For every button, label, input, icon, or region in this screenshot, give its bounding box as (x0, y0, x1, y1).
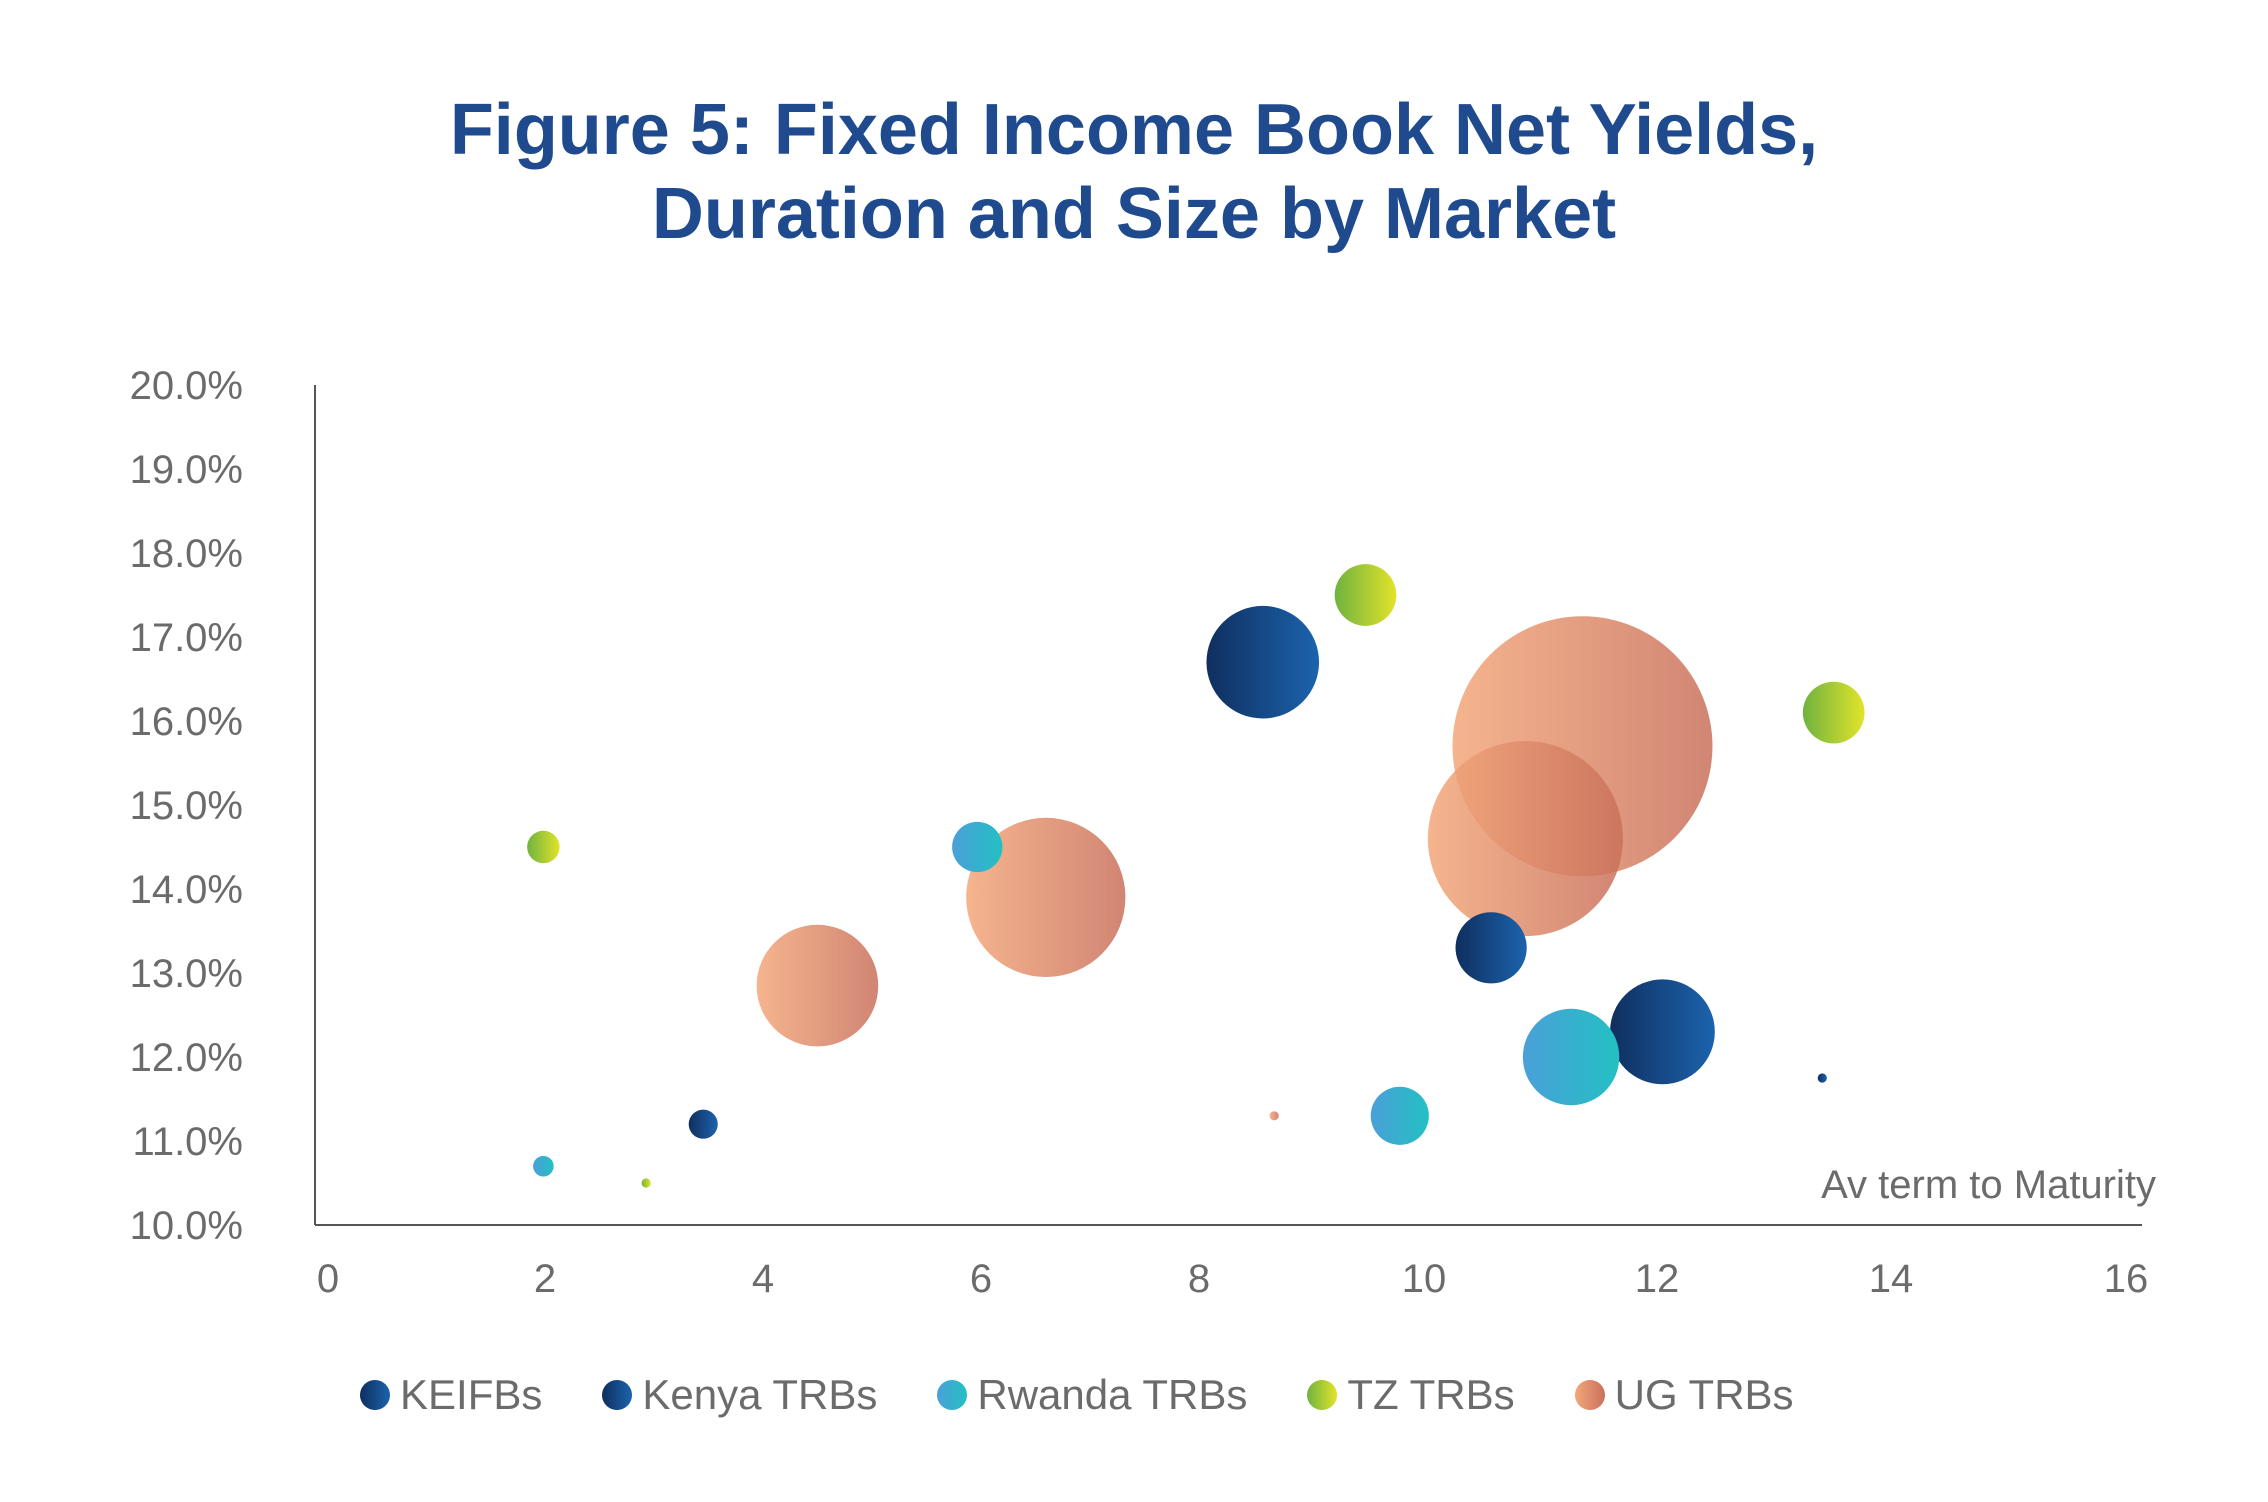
chart-title: Figure 5: Fixed Income Book Net Yields, … (0, 88, 2268, 256)
y-tick-label: 13.0% (130, 952, 243, 996)
x-tick-label: 4 (752, 1257, 774, 1301)
y-tick-label: 16.0% (130, 700, 243, 744)
x-tick-label: 0 (317, 1257, 339, 1301)
x-axis-title: Av term to Maturity (1821, 1163, 2156, 1207)
legend-swatch (602, 1380, 633, 1410)
y-tick-label: 10.0% (130, 1204, 243, 1248)
legend-item: UG TRBs (1574, 1371, 1794, 1419)
bubble-ug-trbs (1269, 1111, 1279, 1121)
legend-item: Rwanda TRBs (937, 1371, 1247, 1419)
bubble-keifbs (1206, 605, 1320, 719)
y-tick-label: 12.0% (130, 1036, 243, 1080)
bubble-rwanda-trbs (1522, 1008, 1620, 1106)
y-tick-label: 18.0% (130, 532, 243, 576)
x-tick-label: 10 (1402, 1257, 1447, 1301)
bubble-kenya-trbs (1817, 1073, 1827, 1083)
legend-item: KEIFBs (360, 1371, 542, 1419)
legend-swatch (937, 1380, 968, 1410)
bubble-rwanda-trbs (1370, 1086, 1429, 1145)
legend-label: Kenya TRBs (642, 1371, 878, 1418)
x-tick-label: 16 (2104, 1257, 2149, 1301)
y-tick-label: 20.0% (130, 364, 243, 408)
x-tick-label: 14 (1869, 1257, 1914, 1301)
y-tick-label: 17.0% (130, 616, 243, 660)
chart-title-line-1: Figure 5: Fixed Income Book Net Yields, (449, 90, 1819, 170)
bubble-tz-trbs (527, 830, 560, 864)
x-tick-label: 2 (534, 1257, 556, 1301)
x-tick-label: 6 (970, 1257, 992, 1301)
bubble-tz-trbs (1334, 564, 1397, 626)
legend-label: KEIFBs (400, 1371, 543, 1418)
legend-label: UG TRBs (1614, 1371, 1794, 1418)
bubble-ug-trbs (1427, 741, 1623, 937)
bubble-tz-trbs (1802, 681, 1865, 744)
legend-item: TZ TRBs (1307, 1371, 1515, 1419)
bubble-keifbs (1455, 912, 1527, 984)
bubble-rwanda-trbs (952, 821, 1003, 873)
y-tick-label: 19.0% (130, 448, 243, 492)
x-tick-label: 8 (1188, 1257, 1210, 1301)
bubbles (527, 564, 1865, 1188)
y-tick-label: 15.0% (130, 784, 243, 828)
legend-swatch (1574, 1380, 1605, 1410)
y-tick-label: 14.0% (130, 868, 243, 912)
bubble-tz-trbs (641, 1178, 651, 1188)
legend-label: TZ TRBs (1347, 1371, 1515, 1418)
axes (314, 385, 2142, 1226)
legend-label: Rwanda TRBs (977, 1371, 1248, 1418)
x-tick-label: 12 (1635, 1257, 1680, 1301)
legend-swatch (360, 1380, 390, 1410)
tick-labels: 0 2 4 6 8 10 12 14 16 10.0% 11.0% 12.0% 13.0% 14.0% 15… (130, 364, 2149, 1301)
bubble-keifbs (1610, 979, 1715, 1085)
y-tick-label: 11.0% (133, 1120, 243, 1164)
bubble-ug-trbs (966, 817, 1126, 978)
bubble-ug-trbs (756, 924, 879, 1047)
bubble-kenya-trbs (688, 1109, 718, 1139)
chart-title-line-2: Duration and Size by Market (651, 174, 1617, 254)
legend: KEIFBs Kenya TRBs Rwanda TRBs TZ TRBs UG TRB… (360, 1365, 1794, 1425)
legend-item: Kenya TRBs (602, 1371, 877, 1419)
legend-swatch (1307, 1380, 1338, 1410)
bubble-rwanda-trbs (533, 1155, 554, 1177)
